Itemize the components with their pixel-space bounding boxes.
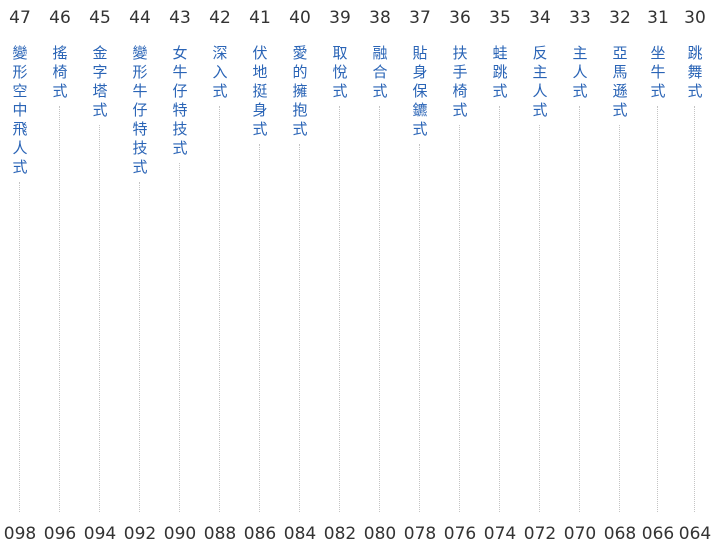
toc-entry[interactable]: 35 蛙跳式 074 bbox=[482, 6, 518, 546]
page-number: 098 bbox=[3, 524, 37, 544]
chapter-number: 45 bbox=[89, 8, 111, 28]
chapter-title[interactable]: 深入式 bbox=[212, 44, 228, 100]
dotted-leader bbox=[19, 182, 20, 512]
toc-entry[interactable]: 43 女牛仔特技式 090 bbox=[162, 6, 198, 546]
page-number: 096 bbox=[43, 524, 77, 544]
chapter-title[interactable]: 扶手椅式 bbox=[452, 44, 468, 119]
page-number: 094 bbox=[83, 524, 117, 544]
page-number: 068 bbox=[603, 524, 637, 544]
chapter-number: 46 bbox=[49, 8, 71, 28]
page-number: 072 bbox=[523, 524, 557, 544]
chapter-title[interactable]: 變形牛仔特技式 bbox=[132, 44, 148, 176]
toc-entry[interactable]: 36 扶手椅式 076 bbox=[442, 6, 478, 546]
chapter-title[interactable]: 主人式 bbox=[572, 44, 588, 100]
page-number: 086 bbox=[243, 524, 277, 544]
chapter-title[interactable]: 搖椅式 bbox=[52, 44, 68, 100]
dotted-leader bbox=[459, 125, 460, 512]
dotted-leader bbox=[419, 144, 420, 512]
chapter-number: 42 bbox=[209, 8, 231, 28]
chapter-number: 37 bbox=[409, 8, 431, 28]
dotted-leader bbox=[579, 106, 580, 512]
chapter-number: 47 bbox=[9, 8, 31, 28]
toc-entry[interactable]: 30 跳舞式 064 bbox=[677, 6, 713, 546]
chapter-title[interactable]: 伏地挺身式 bbox=[252, 44, 268, 138]
chapter-title[interactable]: 亞馬遜式 bbox=[612, 44, 628, 119]
dotted-leader bbox=[619, 125, 620, 512]
dotted-leader bbox=[179, 163, 180, 512]
chapter-number: 44 bbox=[129, 8, 151, 28]
page-number: 088 bbox=[203, 524, 237, 544]
toc-entry[interactable]: 31 坐牛式 066 bbox=[640, 6, 676, 546]
dotted-leader bbox=[539, 125, 540, 512]
dotted-leader bbox=[499, 106, 500, 512]
toc-entry[interactable]: 34 反主人式 072 bbox=[522, 6, 558, 546]
toc-entry[interactable]: 33 主人式 070 bbox=[562, 6, 598, 546]
dotted-leader bbox=[99, 125, 100, 512]
chapter-title[interactable]: 蛙跳式 bbox=[492, 44, 508, 100]
page-number: 080 bbox=[363, 524, 397, 544]
toc-entry[interactable]: 47 變形空中飛人式 098 bbox=[2, 6, 38, 546]
page-number: 074 bbox=[483, 524, 517, 544]
chapter-title[interactable]: 反主人式 bbox=[532, 44, 548, 119]
chapter-title[interactable]: 融合式 bbox=[372, 44, 388, 100]
chapter-title[interactable]: 取悅式 bbox=[332, 44, 348, 100]
page-number: 090 bbox=[163, 524, 197, 544]
chapter-number: 34 bbox=[529, 8, 551, 28]
chapter-number: 38 bbox=[369, 8, 391, 28]
toc-entry[interactable]: 37 貼身保鑣式 078 bbox=[402, 6, 438, 546]
chapter-number: 32 bbox=[609, 8, 631, 28]
dotted-leader bbox=[339, 106, 340, 512]
chapter-number: 30 bbox=[684, 8, 706, 28]
chapter-title[interactable]: 女牛仔特技式 bbox=[172, 44, 188, 157]
toc-entry[interactable]: 44 變形牛仔特技式 092 bbox=[122, 6, 158, 546]
page-number: 066 bbox=[641, 524, 675, 544]
chapter-number: 31 bbox=[647, 8, 669, 28]
dotted-leader bbox=[299, 144, 300, 512]
page-number: 092 bbox=[123, 524, 157, 544]
dotted-leader bbox=[694, 106, 695, 512]
chapter-title[interactable]: 愛的擁抱式 bbox=[292, 44, 308, 138]
page-number: 064 bbox=[678, 524, 712, 544]
dotted-leader bbox=[59, 106, 60, 512]
toc-entry[interactable]: 40 愛的擁抱式 084 bbox=[282, 6, 318, 546]
chapter-title[interactable]: 變形空中飛人式 bbox=[12, 44, 28, 176]
page-number: 082 bbox=[323, 524, 357, 544]
chapter-number: 40 bbox=[289, 8, 311, 28]
toc-entry[interactable]: 38 融合式 080 bbox=[362, 6, 398, 546]
toc-entry[interactable]: 46 搖椅式 096 bbox=[42, 6, 78, 546]
toc-entry[interactable]: 45 金字塔式 094 bbox=[82, 6, 118, 546]
chapter-number: 36 bbox=[449, 8, 471, 28]
chapter-number: 39 bbox=[329, 8, 351, 28]
chapter-number: 41 bbox=[249, 8, 271, 28]
chapter-title[interactable]: 跳舞式 bbox=[687, 44, 703, 100]
page-number: 070 bbox=[563, 524, 597, 544]
chapter-number: 43 bbox=[169, 8, 191, 28]
toc-entry[interactable]: 42 深入式 088 bbox=[202, 6, 238, 546]
page-number: 076 bbox=[443, 524, 477, 544]
chapter-title[interactable]: 坐牛式 bbox=[650, 44, 666, 100]
page-number: 078 bbox=[403, 524, 437, 544]
dotted-leader bbox=[379, 106, 380, 512]
chapter-title[interactable]: 金字塔式 bbox=[92, 44, 108, 119]
dotted-leader bbox=[657, 106, 658, 512]
chapter-number: 35 bbox=[489, 8, 511, 28]
dotted-leader bbox=[259, 144, 260, 512]
page-number: 084 bbox=[283, 524, 317, 544]
chapter-number: 33 bbox=[569, 8, 591, 28]
dotted-leader bbox=[219, 106, 220, 512]
chapter-title[interactable]: 貼身保鑣式 bbox=[412, 44, 428, 138]
toc-entry[interactable]: 39 取悅式 082 bbox=[322, 6, 358, 546]
toc-entry[interactable]: 41 伏地挺身式 086 bbox=[242, 6, 278, 546]
dotted-leader bbox=[139, 182, 140, 512]
toc-entry[interactable]: 32 亞馬遜式 068 bbox=[602, 6, 638, 546]
